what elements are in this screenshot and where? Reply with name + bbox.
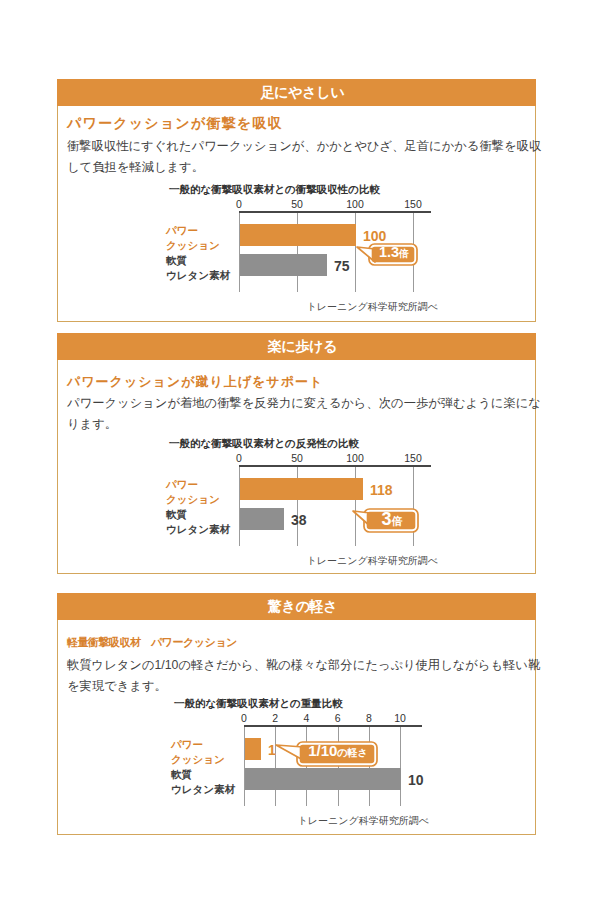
bar-chart-repulsion: 一般的な衝撃吸収素材との反発性の比較050100150118パワークッション38…	[58, 334, 535, 573]
callout-balloon	[58, 80, 535, 320]
section-shock-absorption: 足にやさしい パワークッションが衝撃を吸収 衝撃吸収性にすぐれたパワークッション…	[57, 79, 536, 322]
callout-balloon	[58, 334, 535, 574]
bar-chart-shock-absorption: 一般的な衝撃吸収素材との衝撃吸収性の比較050100150100パワークッション…	[58, 80, 535, 321]
page: { "colors": { "orange": "#df8f3b", "subt…	[0, 0, 600, 900]
callout-label: 1.3倍	[370, 244, 418, 265]
callout-label: 1/10の軽さ	[298, 742, 378, 766]
callout-label: 3倍	[365, 509, 419, 532]
section-easy-walking: 楽に歩ける パワークッションが蹴り上げをサポート パワークッションが着地の衝撃を…	[57, 333, 536, 574]
callout-balloon	[58, 594, 535, 834]
section-lightweight: 驚きの軽さ 軽量衝撃吸収材 パワークッション 軟質ウレタンの1/10の軽さだから…	[57, 593, 536, 835]
bar-chart-weight: 一般的な衝撃吸収素材との重量比較02468101パワークッション10軟質ウレタン…	[58, 594, 535, 834]
